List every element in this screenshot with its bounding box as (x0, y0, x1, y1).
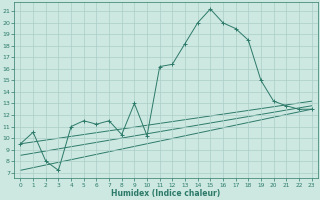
X-axis label: Humidex (Indice chaleur): Humidex (Indice chaleur) (111, 189, 221, 198)
